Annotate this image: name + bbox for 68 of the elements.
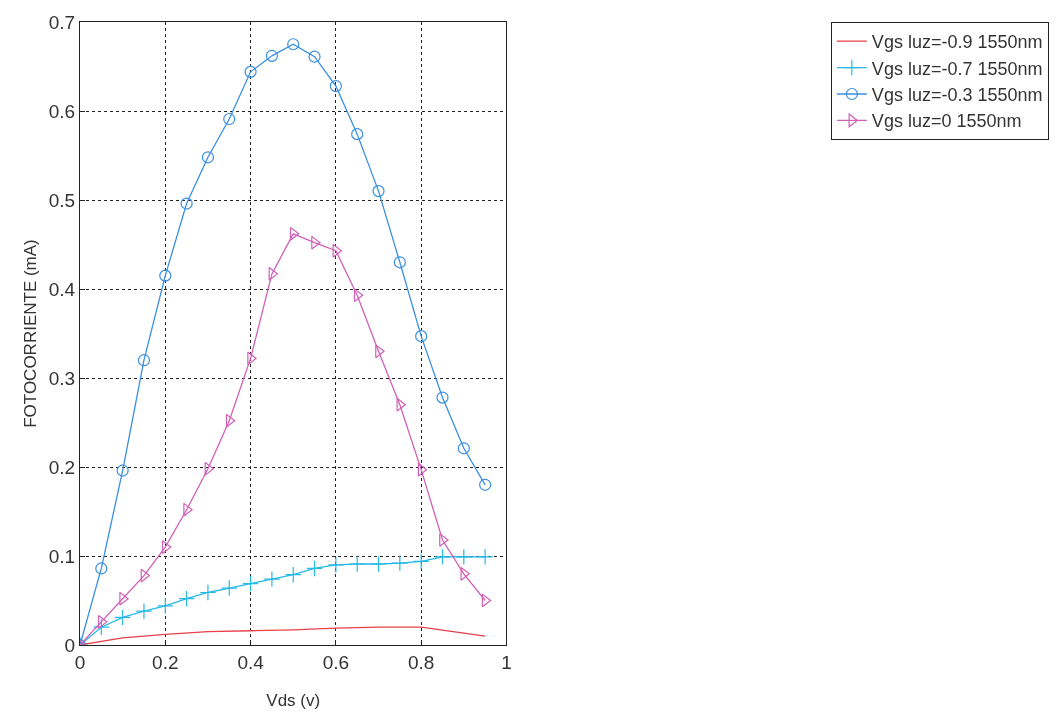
x-tick-label: 0.4 bbox=[237, 651, 265, 673]
x-tick-label: 0.8 bbox=[407, 651, 435, 673]
point bbox=[372, 185, 385, 198]
point bbox=[161, 540, 172, 555]
point bbox=[412, 553, 430, 570]
point bbox=[287, 38, 300, 51]
point bbox=[353, 288, 364, 303]
y-axis-title: FOTOCORRIENTE (mA) bbox=[20, 239, 40, 428]
point bbox=[114, 609, 131, 626]
point bbox=[327, 556, 345, 574]
point bbox=[415, 330, 428, 343]
point bbox=[201, 151, 215, 164]
point bbox=[417, 462, 428, 477]
point bbox=[225, 413, 236, 428]
point bbox=[116, 464, 129, 477]
x-axis-title: Vds (v) bbox=[266, 691, 321, 711]
point bbox=[455, 548, 473, 566]
point bbox=[263, 570, 281, 588]
point bbox=[137, 354, 151, 367]
point bbox=[289, 226, 300, 241]
point bbox=[242, 575, 259, 592]
point bbox=[268, 266, 279, 281]
point bbox=[329, 79, 342, 93]
point bbox=[135, 602, 153, 620]
y-tick-label: 0 bbox=[64, 634, 76, 656]
y-tick-label: 0.1 bbox=[48, 545, 76, 567]
legend-label: Vgs luz=-0.3 1550nm bbox=[871, 85, 1043, 106]
y-tick-label: 0.3 bbox=[48, 367, 76, 389]
point bbox=[306, 560, 323, 577]
point bbox=[156, 597, 174, 615]
point bbox=[95, 562, 108, 575]
point bbox=[481, 593, 492, 608]
x-tick-label: 0.2 bbox=[152, 651, 179, 673]
legend-label: Vgs luz=0 1550nm bbox=[871, 111, 1022, 132]
point bbox=[391, 554, 409, 572]
point bbox=[348, 555, 366, 573]
point bbox=[93, 618, 110, 636]
y-tick-label: 0.7 bbox=[48, 11, 76, 33]
point bbox=[199, 584, 217, 601]
point bbox=[434, 548, 451, 566]
point bbox=[97, 614, 108, 629]
point bbox=[284, 566, 302, 583]
y-tick-label: 0.6 bbox=[48, 100, 76, 122]
point bbox=[370, 555, 387, 573]
point bbox=[439, 533, 449, 547]
x-tick-label: 0.6 bbox=[322, 651, 350, 673]
legend-label: Vgs luz=-0.7 1550nm bbox=[871, 58, 1043, 79]
point bbox=[476, 548, 494, 566]
point bbox=[244, 65, 257, 78]
point bbox=[140, 568, 151, 583]
point bbox=[265, 49, 279, 62]
point bbox=[204, 461, 215, 476]
point bbox=[308, 50, 321, 63]
point bbox=[351, 128, 364, 141]
point bbox=[178, 590, 195, 608]
point bbox=[479, 478, 492, 491]
legend-label: Vgs luz=-0.9 1550nm bbox=[871, 32, 1043, 53]
point bbox=[457, 442, 470, 455]
point bbox=[223, 112, 236, 126]
point bbox=[220, 579, 238, 597]
y-tick-label: 0.4 bbox=[48, 278, 76, 300]
point bbox=[436, 391, 449, 404]
point bbox=[159, 269, 172, 282]
point bbox=[393, 256, 406, 269]
y-tick-label: 0.2 bbox=[48, 456, 76, 478]
point bbox=[180, 197, 193, 210]
x-tick-label: 1 bbox=[501, 651, 512, 673]
y-tick-label: 0.5 bbox=[48, 189, 76, 211]
